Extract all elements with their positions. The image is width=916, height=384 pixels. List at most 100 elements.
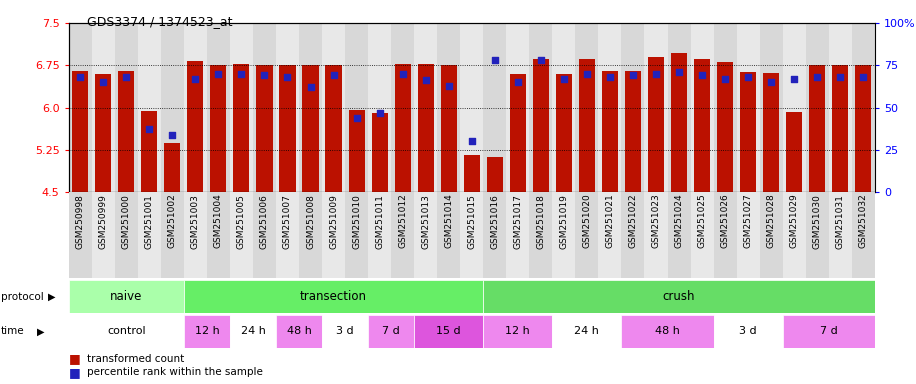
Bar: [368, 315, 414, 348]
Text: 12 h: 12 h: [194, 326, 219, 336]
Text: ■: ■: [69, 353, 81, 366]
Text: protocol: protocol: [1, 292, 44, 302]
Bar: [552, 315, 621, 348]
Point: [372, 109, 387, 116]
Bar: [484, 315, 552, 348]
Text: GSM251027: GSM251027: [744, 194, 753, 248]
Bar: [832, 65, 848, 192]
Bar: [552, 23, 575, 192]
Point: [234, 71, 249, 77]
Point: [833, 74, 847, 80]
Point: [188, 76, 202, 82]
Bar: [621, 23, 645, 192]
Bar: [418, 64, 434, 192]
Bar: [234, 64, 249, 192]
Bar: [414, 23, 437, 192]
Bar: [118, 71, 135, 192]
Bar: [299, 192, 322, 278]
Bar: [556, 74, 572, 192]
Text: GSM251025: GSM251025: [698, 194, 706, 248]
Bar: [69, 315, 184, 348]
Text: GSM251005: GSM251005: [237, 194, 245, 248]
Text: 7 d: 7 d: [382, 326, 400, 336]
Bar: [187, 61, 203, 192]
Text: GSM251031: GSM251031: [835, 194, 845, 248]
Bar: [691, 23, 714, 192]
Text: GSM251012: GSM251012: [398, 194, 407, 248]
Bar: [671, 53, 687, 192]
Bar: [809, 65, 825, 192]
Bar: [714, 23, 736, 192]
Point: [464, 138, 479, 144]
Text: GSM251018: GSM251018: [537, 194, 545, 248]
Bar: [276, 23, 299, 192]
Text: crush: crush: [663, 290, 695, 303]
Text: GSM251009: GSM251009: [329, 194, 338, 248]
Point: [764, 79, 779, 85]
Bar: [391, 23, 414, 192]
Bar: [856, 65, 871, 192]
Point: [119, 74, 134, 80]
Bar: [740, 72, 757, 192]
Bar: [763, 73, 780, 192]
Text: transection: transection: [300, 290, 367, 303]
Bar: [184, 315, 230, 348]
Bar: [92, 23, 114, 192]
Bar: [184, 192, 207, 278]
Bar: [575, 23, 598, 192]
Bar: [345, 23, 368, 192]
Text: 15 d: 15 d: [436, 326, 461, 336]
Bar: [253, 23, 276, 192]
Bar: [852, 23, 875, 192]
Text: GSM251008: GSM251008: [306, 194, 315, 248]
Text: percentile rank within the sample: percentile rank within the sample: [87, 367, 263, 377]
Bar: [829, 23, 852, 192]
Bar: [782, 192, 806, 278]
Point: [580, 71, 594, 77]
Text: 12 h: 12 h: [506, 326, 530, 336]
Bar: [668, 23, 691, 192]
Bar: [137, 23, 161, 192]
Bar: [484, 280, 875, 313]
Bar: [72, 71, 88, 192]
Text: GSM251030: GSM251030: [812, 194, 822, 248]
Bar: [299, 23, 322, 192]
Bar: [507, 23, 529, 192]
Bar: [414, 192, 437, 278]
Text: GSM251020: GSM251020: [583, 194, 592, 248]
Bar: [184, 280, 484, 313]
Text: time: time: [1, 326, 25, 336]
Point: [787, 76, 802, 82]
Bar: [621, 315, 714, 348]
Bar: [806, 192, 829, 278]
Bar: [602, 71, 618, 192]
Bar: [230, 192, 253, 278]
Text: GSM251017: GSM251017: [513, 194, 522, 248]
Point: [211, 71, 225, 77]
Bar: [645, 23, 668, 192]
Bar: [625, 71, 641, 192]
Text: GSM251028: GSM251028: [767, 194, 776, 248]
Text: GDS3374 / 1374523_at: GDS3374 / 1374523_at: [87, 15, 233, 28]
Bar: [114, 23, 137, 192]
Text: ▶: ▶: [37, 326, 44, 336]
Bar: [322, 192, 345, 278]
Bar: [391, 192, 414, 278]
Point: [810, 74, 824, 80]
Text: 7 d: 7 d: [820, 326, 837, 336]
Bar: [256, 65, 273, 192]
Text: GSM251007: GSM251007: [283, 194, 292, 248]
Bar: [552, 192, 575, 278]
Text: GSM251023: GSM251023: [651, 194, 660, 248]
Bar: [463, 155, 480, 192]
Bar: [598, 192, 621, 278]
Text: GSM251015: GSM251015: [467, 194, 476, 248]
Bar: [414, 315, 484, 348]
Bar: [114, 192, 137, 278]
Point: [718, 76, 733, 82]
Text: GSM251000: GSM251000: [122, 194, 131, 248]
Text: GSM251010: GSM251010: [352, 194, 361, 248]
Bar: [759, 192, 782, 278]
Point: [257, 72, 272, 78]
Bar: [852, 192, 875, 278]
